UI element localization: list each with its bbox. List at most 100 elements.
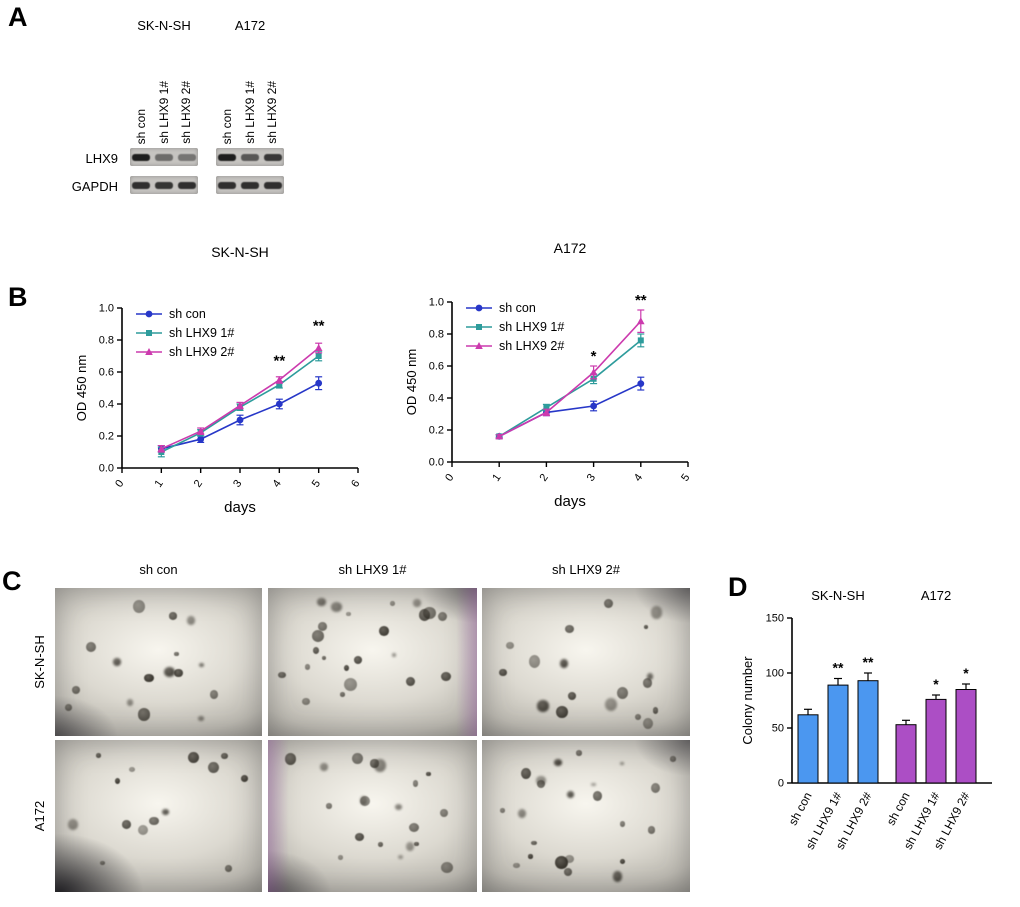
colony-dot: [521, 768, 532, 780]
blot-band: [154, 181, 173, 189]
colony-dot: [413, 598, 422, 608]
colony-dot: [394, 804, 402, 811]
colony-dot: [354, 833, 365, 842]
blot-group-header-a172: A172: [234, 18, 266, 33]
svg-text:3: 3: [231, 478, 244, 490]
colony-dot: [567, 692, 577, 701]
svg-text:sh LHX9 1#: sh LHX9 1#: [499, 320, 564, 334]
colony-dot: [343, 677, 357, 691]
svg-text:sh con: sh con: [884, 790, 913, 828]
blot-lane-label: sh LHX9 1#: [242, 81, 257, 144]
blot-band: [240, 153, 259, 161]
colony-dot: [499, 807, 506, 813]
blot-strip-gapdh-a172: [216, 176, 284, 194]
blot-band: [218, 153, 237, 161]
colony-dot: [86, 641, 96, 652]
colony-dot: [576, 750, 582, 756]
colony-dot: [528, 654, 541, 668]
colony-dot: [406, 842, 415, 852]
svg-text:*: *: [591, 348, 597, 365]
a172-growth-chart: 0.0 0.2 0.4 0.6 0.8 1.0 0 1 2 3 4 5 days OD 450 nm sh …: [404, 292, 692, 510]
colony-dot: [221, 752, 228, 760]
colony-dot: [565, 625, 575, 634]
blot-row-label-lhx9: LHX9: [85, 151, 118, 166]
colony-row-label-sknsh: SK-N-SH: [32, 635, 47, 689]
colony-dot: [536, 780, 545, 789]
colony-dot: [604, 697, 618, 712]
svg-text:3: 3: [585, 472, 598, 484]
colony-dot: [72, 685, 81, 694]
blot-band: [263, 153, 282, 161]
svg-text:sh con: sh con: [499, 301, 536, 315]
svg-text:0.8: 0.8: [429, 329, 444, 341]
colony-dot: [133, 599, 145, 613]
colony-col-header-sh1: sh LHX9 1#: [338, 562, 407, 577]
colony-dot: [68, 819, 79, 830]
blot-band: [240, 181, 259, 189]
colony-dot: [345, 611, 351, 617]
svg-text:0.2: 0.2: [99, 431, 114, 443]
colony-dot: [643, 624, 649, 630]
svg-text:OD 450 nm: OD 450 nm: [74, 355, 89, 421]
colony-dot: [173, 651, 179, 657]
svg-text:100: 100: [766, 668, 784, 680]
panel-c-label: C: [2, 566, 22, 596]
colony-image-a172-sh2: [482, 740, 690, 892]
colony-dot: [506, 642, 514, 650]
colony-dot: [370, 759, 379, 768]
svg-text:6: 6: [349, 478, 362, 490]
colony-dot: [304, 663, 311, 670]
svg-text:0.2: 0.2: [429, 425, 444, 437]
blot-lane-label: sh LHX9 2#: [179, 81, 194, 144]
colony-dot: [284, 753, 296, 765]
blot-lane-labels-sknsh: sh con sh LHX9 1# sh LHX9 2#: [130, 54, 198, 144]
colony-image-a172-shcon: [55, 740, 262, 892]
colony-dot: [441, 671, 451, 681]
colony-dot: [126, 699, 134, 706]
colony-dot: [617, 687, 629, 700]
colony-dot: [317, 621, 328, 631]
svg-text:4: 4: [632, 472, 645, 484]
colony-dot: [138, 708, 150, 721]
svg-text:**: **: [863, 654, 874, 670]
colony-image-sknsh-sh1: [268, 588, 477, 736]
colony-dot: [408, 822, 419, 832]
colony-dot: [564, 854, 574, 863]
blot-band: [177, 153, 196, 161]
colony-dot: [642, 678, 652, 688]
svg-text:**: **: [833, 660, 844, 676]
colony-dot: [199, 662, 205, 668]
colony-dot: [128, 766, 135, 772]
colony-dot: [440, 808, 449, 818]
svg-text:sh LHX9 2#: sh LHX9 2#: [499, 339, 564, 353]
colony-dot: [209, 690, 218, 699]
colony-dot: [603, 598, 613, 609]
svg-text:0: 0: [778, 778, 784, 790]
colony-dot: [566, 790, 575, 799]
colony-dot: [352, 752, 363, 764]
colony-dot: [513, 862, 520, 869]
svg-text:**: **: [273, 353, 285, 370]
colony-dot: [208, 762, 219, 773]
colony-col-header-sh2: sh LHX9 2#: [552, 562, 620, 577]
colony-dot: [650, 782, 660, 794]
colony-dot: [187, 616, 196, 625]
svg-text:0.0: 0.0: [99, 463, 114, 475]
svg-text:0.4: 0.4: [429, 393, 444, 405]
colony-dot: [619, 761, 625, 766]
svg-text:**: **: [313, 317, 325, 334]
svg-text:*: *: [963, 665, 969, 681]
colony-dot: [99, 860, 105, 866]
colony-dot: [498, 668, 507, 677]
blot-band: [132, 153, 151, 161]
blot-lane-label: sh LHX9 1#: [156, 81, 171, 144]
svg-text:1.0: 1.0: [429, 297, 444, 309]
svg-text:0.6: 0.6: [429, 361, 444, 373]
svg-text:2: 2: [192, 478, 205, 490]
colony-dot: [187, 751, 199, 764]
colony-dot: [330, 602, 342, 613]
svg-text:1: 1: [152, 478, 165, 490]
colony-dot: [536, 700, 550, 712]
colony-image-sknsh-sh2: [482, 588, 690, 736]
